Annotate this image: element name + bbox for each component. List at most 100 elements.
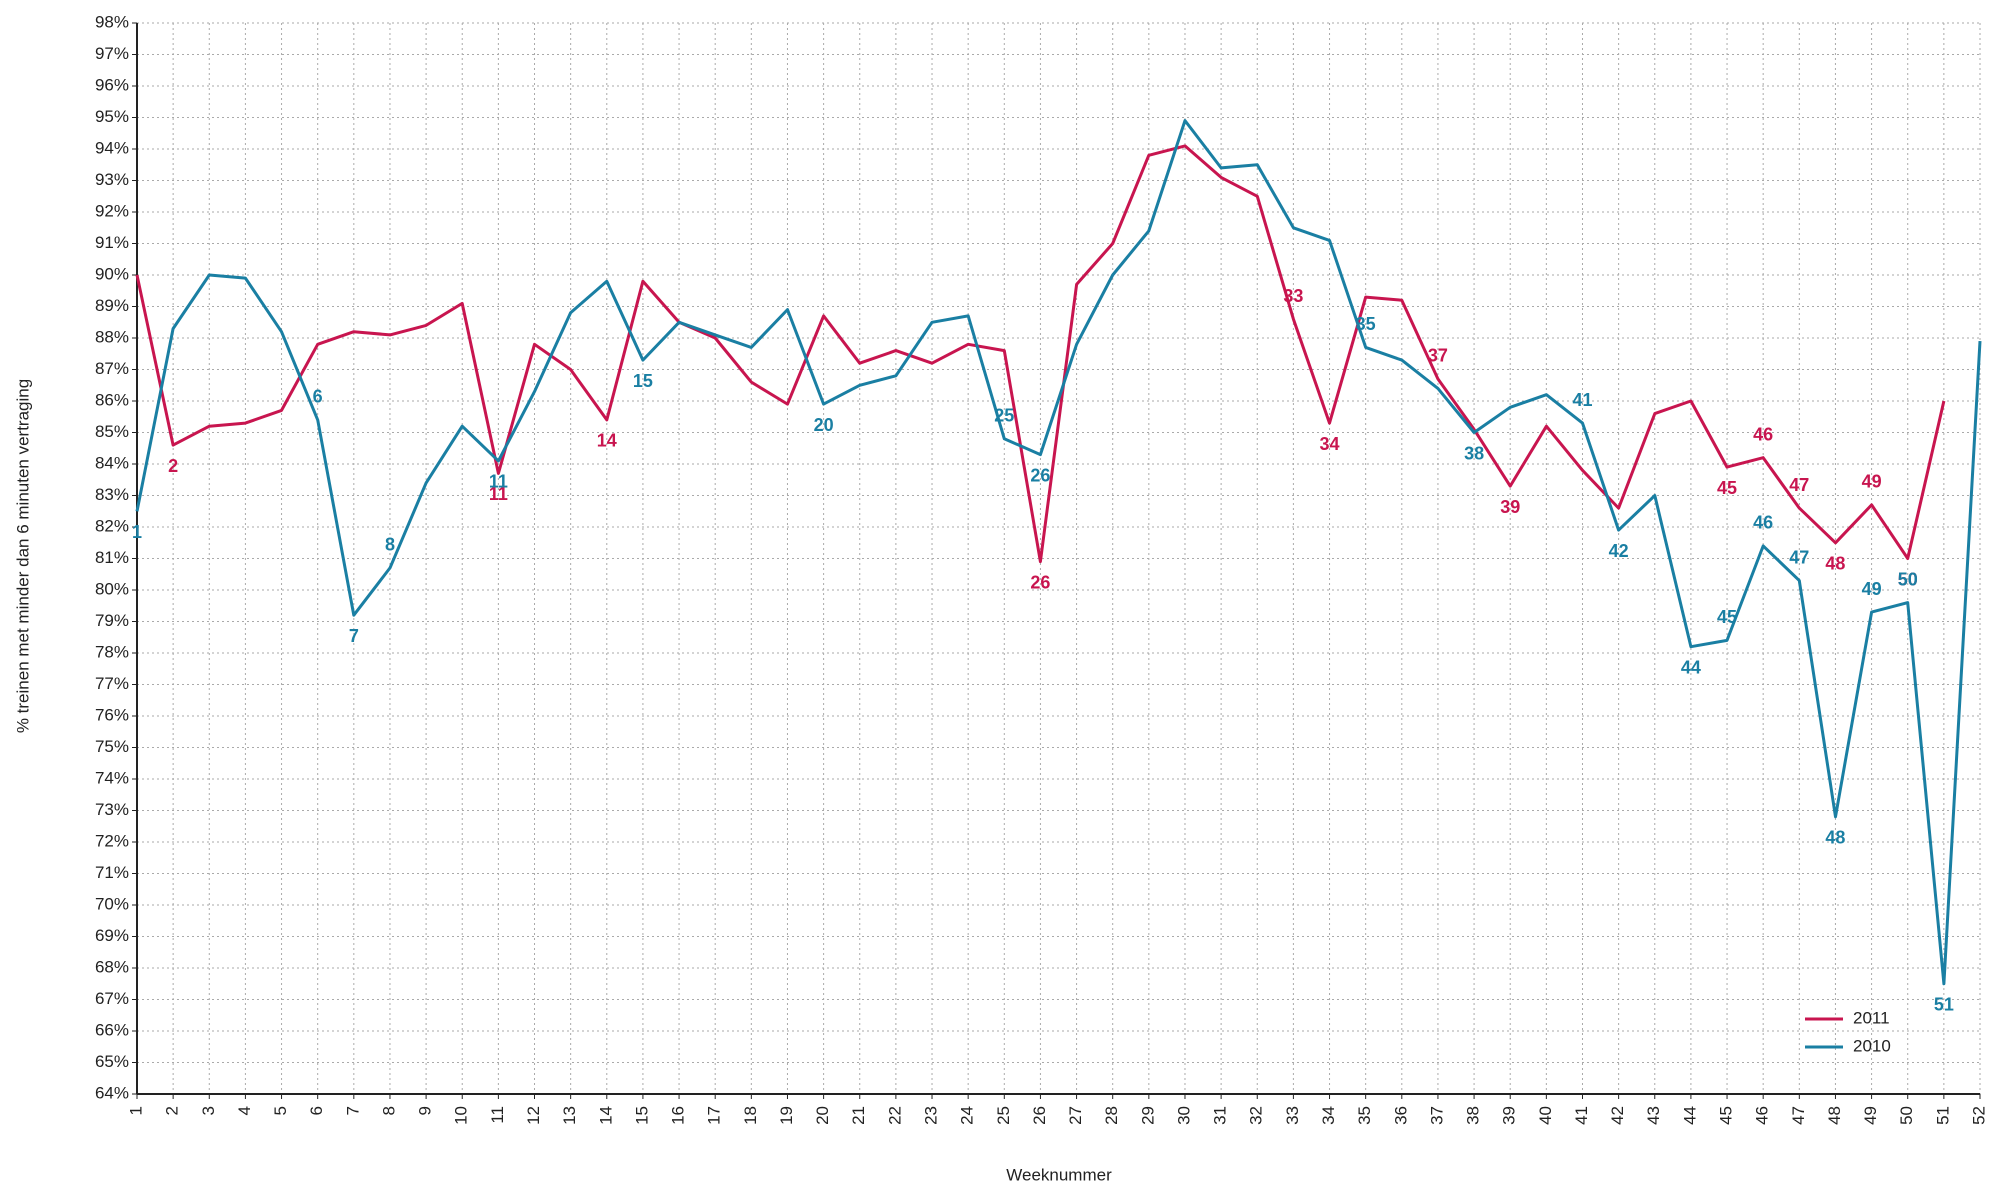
x-tick-label: 17	[705, 1106, 724, 1125]
y-tick-label: 89%	[95, 296, 129, 315]
x-axis-label: Weeknummer	[1006, 1165, 1112, 1184]
x-tick-label: 47	[1789, 1106, 1808, 1125]
x-tick-label: 44	[1680, 1106, 1699, 1125]
y-tick-label: 91%	[95, 233, 129, 252]
x-tick-label: 51	[1933, 1106, 1952, 1125]
x-tick-label: 26	[1030, 1106, 1049, 1125]
point-label: 26	[1030, 572, 1050, 592]
x-tick-label: 4	[235, 1106, 254, 1115]
x-tick-label: 49	[1861, 1106, 1880, 1125]
point-label: 25	[994, 406, 1014, 426]
y-tick-label: 73%	[95, 800, 129, 819]
point-label: 11	[489, 472, 508, 492]
point-label: 46	[1753, 424, 1773, 444]
point-label: 26	[1030, 465, 1050, 485]
y-tick-label: 71%	[95, 863, 129, 882]
legend-label: 2010	[1853, 1036, 1891, 1055]
point-label: 15	[633, 371, 653, 391]
point-label: 38	[1464, 443, 1484, 463]
point-label: 50	[1898, 569, 1918, 589]
x-tick-label: 45	[1717, 1106, 1736, 1125]
x-tick-label: 36	[1391, 1106, 1410, 1125]
x-tick-label: 48	[1825, 1106, 1844, 1125]
y-tick-label: 97%	[95, 44, 129, 63]
point-label: 44	[1681, 657, 1701, 677]
point-label: 49	[1862, 472, 1882, 492]
y-tick-label: 64%	[95, 1083, 129, 1102]
x-tick-label: 39	[1500, 1106, 1519, 1125]
y-tick-label: 68%	[95, 957, 129, 976]
x-tick-label: 30	[1174, 1106, 1193, 1125]
x-tick-label: 19	[777, 1106, 796, 1125]
x-tick-label: 6	[307, 1106, 326, 1115]
x-tick-label: 24	[958, 1106, 977, 1125]
x-tick-label: 52	[1969, 1106, 1988, 1125]
legend-label: 2011	[1853, 1008, 1890, 1027]
series-line	[135, 119, 1982, 986]
y-tick-label: 74%	[95, 768, 129, 787]
x-tick-label: 10	[452, 1106, 471, 1125]
point-label: 39	[1500, 497, 1520, 517]
y-tick-label: 90%	[95, 264, 129, 283]
y-tick-label: 72%	[95, 831, 129, 850]
x-tick-label: 20	[813, 1106, 832, 1125]
y-tick-label: 88%	[95, 327, 129, 346]
x-tick-label: 34	[1319, 1106, 1338, 1125]
y-tick-label: 67%	[95, 989, 129, 1008]
x-tick-label: 31	[1211, 1106, 1230, 1125]
y-tick-label: 87%	[95, 359, 129, 378]
y-tick-label: 79%	[95, 611, 129, 630]
x-tick-label: 5	[271, 1106, 290, 1115]
x-tick-label: 23	[922, 1106, 941, 1125]
x-tick-label: 32	[1247, 1106, 1266, 1125]
y-tick-label: 96%	[95, 75, 129, 94]
x-tick-label: 21	[849, 1106, 868, 1125]
y-tick-label: 81%	[95, 548, 129, 567]
x-tick-label: 22	[885, 1106, 904, 1125]
x-tick-label: 2	[163, 1106, 182, 1115]
y-tick-label: 70%	[95, 894, 129, 913]
y-tick-label: 95%	[95, 107, 129, 126]
x-tick-label: 9	[416, 1106, 435, 1115]
x-tick-label: 3	[199, 1106, 218, 1115]
x-tick-label: 11	[488, 1106, 507, 1124]
y-tick-label: 78%	[95, 642, 129, 661]
x-tick-label: 25	[994, 1106, 1013, 1125]
x-tick-label: 42	[1608, 1106, 1627, 1125]
y-tick-label: 77%	[95, 674, 129, 693]
x-tick-label: 28	[1102, 1106, 1121, 1125]
point-label: 50	[1898, 569, 1918, 589]
point-label: 37	[1428, 346, 1448, 366]
x-tick-label: 41	[1572, 1106, 1591, 1125]
x-tick-label: 12	[524, 1106, 543, 1125]
point-label: 47	[1789, 547, 1809, 567]
x-tick-label: 37	[1427, 1106, 1446, 1125]
point-label: 46	[1753, 513, 1773, 533]
point-label: 49	[1862, 579, 1882, 599]
point-label: 33	[1283, 286, 1303, 306]
x-tick-label: 43	[1644, 1106, 1663, 1125]
point-label: 48	[1825, 554, 1845, 574]
x-tick-label: 15	[632, 1106, 651, 1125]
y-tick-label: 75%	[95, 737, 129, 756]
y-tick-label: 66%	[95, 1020, 129, 1039]
point-label: 20	[814, 415, 834, 435]
x-tick-label: 16	[669, 1106, 688, 1125]
y-tick-label: 80%	[95, 579, 129, 598]
x-tick-label: 1	[126, 1106, 145, 1115]
x-tick-label: 8	[379, 1106, 398, 1115]
x-tick-label: 38	[1464, 1106, 1483, 1125]
x-tick-label: 33	[1283, 1106, 1302, 1125]
point-label: 8	[385, 535, 395, 555]
point-label: 2	[168, 456, 178, 476]
point-label: 51	[1934, 995, 1954, 1015]
x-tick-label: 14	[596, 1106, 615, 1125]
x-tick-label: 18	[741, 1106, 760, 1125]
x-tick-label: 40	[1536, 1106, 1555, 1125]
point-label: 45	[1717, 478, 1737, 498]
x-tick-label: 46	[1753, 1106, 1772, 1125]
point-label: 41	[1572, 390, 1592, 410]
y-tick-label: 92%	[95, 201, 129, 220]
y-tick-label: 69%	[95, 926, 129, 945]
